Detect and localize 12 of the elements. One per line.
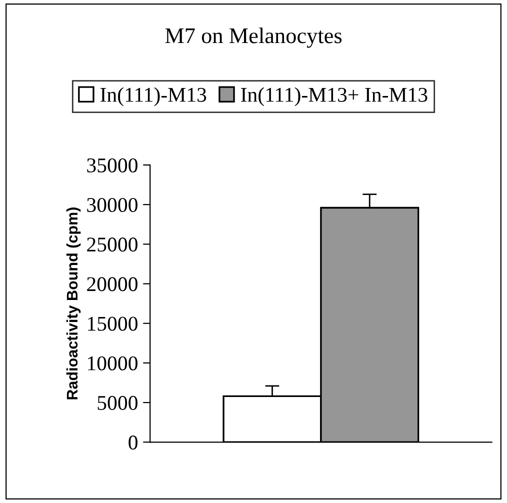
legend-label: In(111)-M13+ In-M13 bbox=[241, 87, 428, 106]
y-tick-label: 30000 bbox=[87, 198, 138, 212]
y-tick-label: 10000 bbox=[88, 356, 138, 370]
legend-label: In(111)-M13 bbox=[100, 87, 206, 106]
y-tick-label: 35000 bbox=[87, 158, 138, 172]
y-tick-label: 15000 bbox=[88, 316, 138, 331]
y-tick-label: 25000 bbox=[87, 238, 138, 252]
y-tick-label: 5000 bbox=[98, 396, 138, 410]
y-axis-title: Radioactivity Bound (cpm) bbox=[66, 208, 81, 400]
y-tick-label: 0 bbox=[128, 436, 138, 450]
y-tick-label: 20000 bbox=[87, 277, 138, 292]
chart-title: M7 on Melanocytes bbox=[165, 28, 342, 48]
